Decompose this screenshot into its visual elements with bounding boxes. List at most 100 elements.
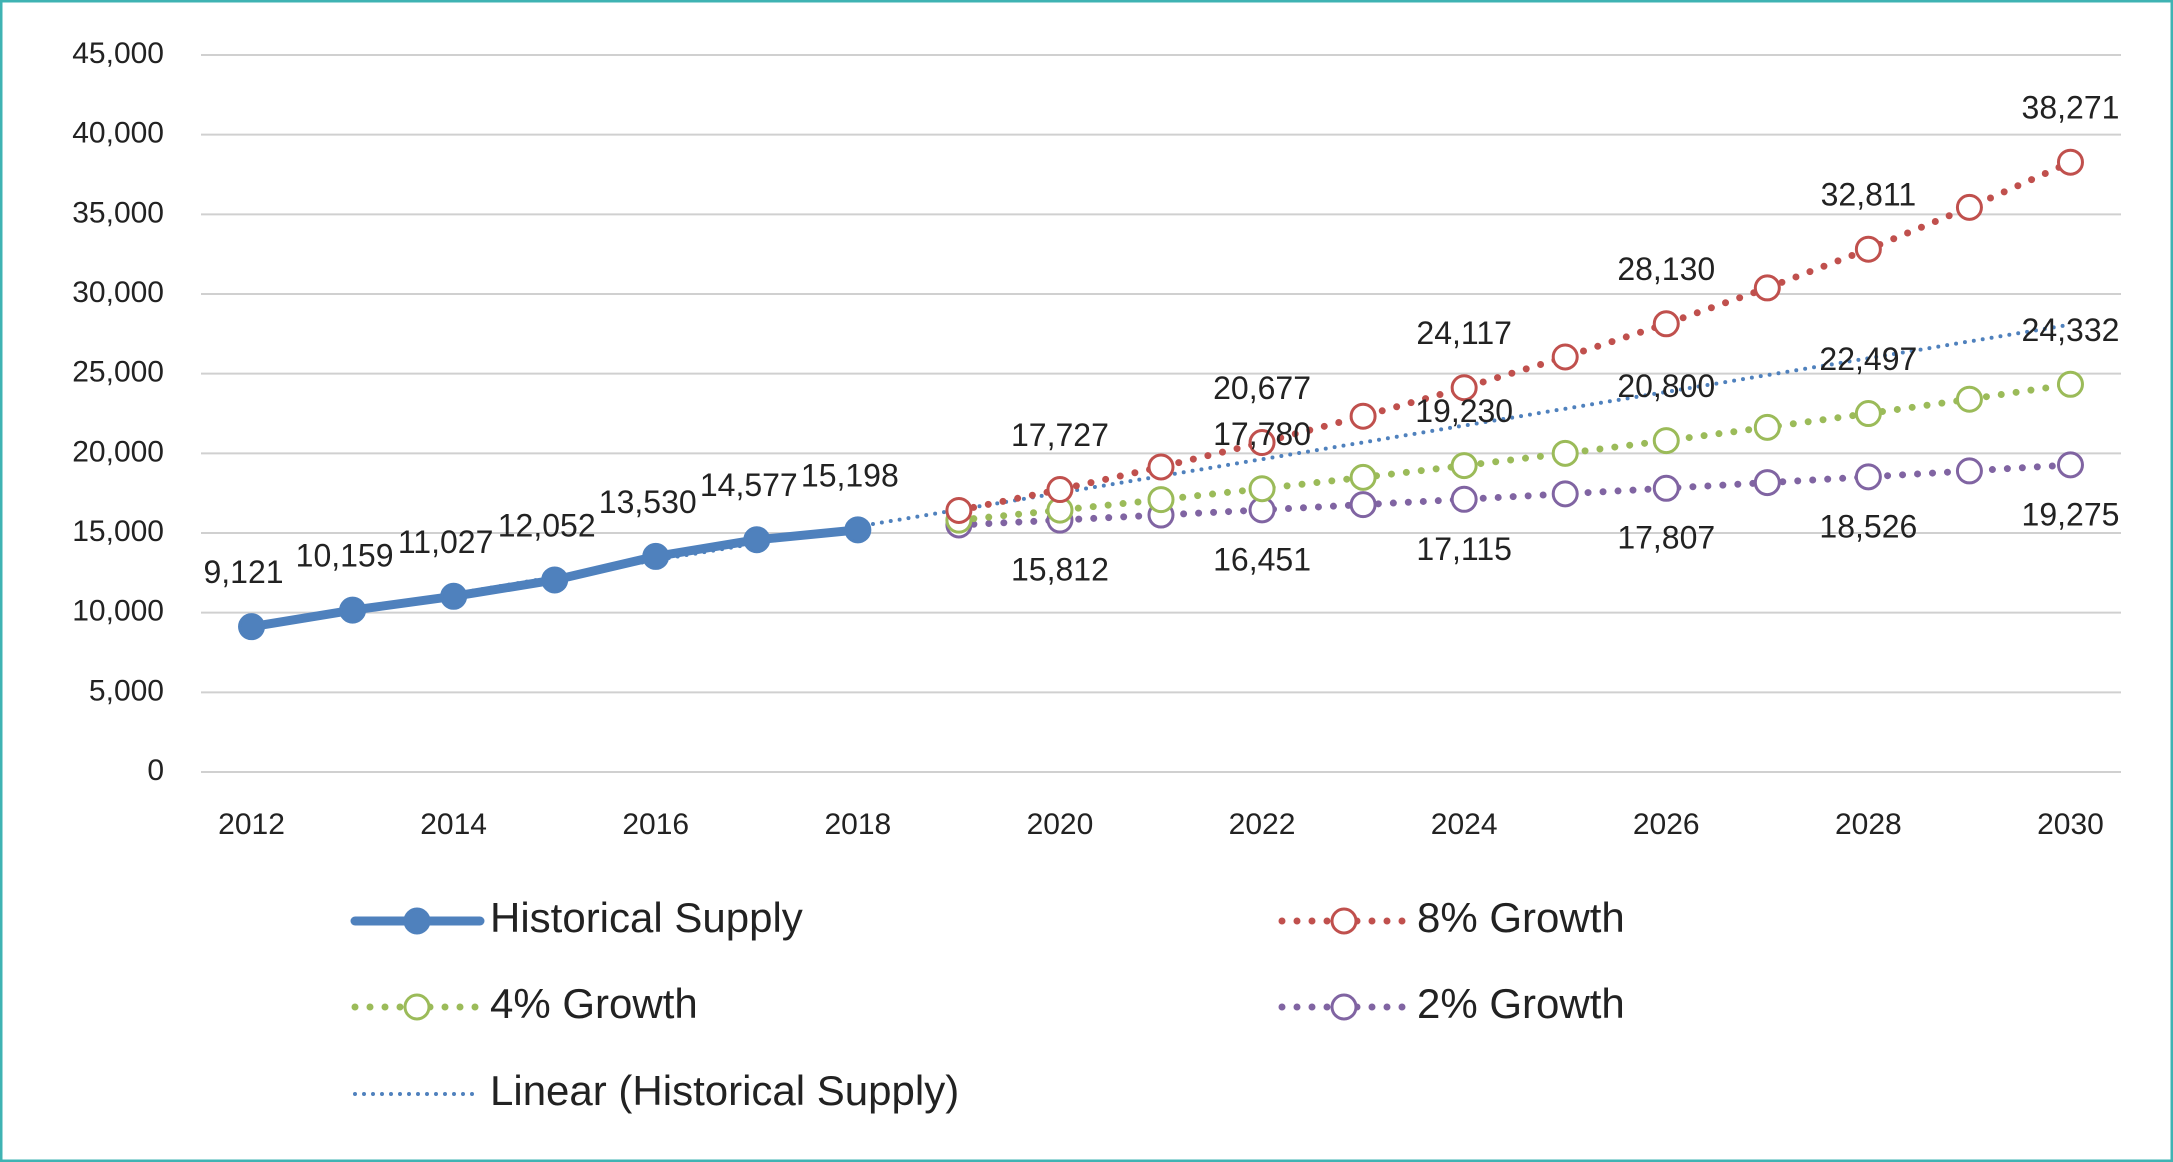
x-tick-label: 2028 [1835,808,1902,841]
legend-item: Linear (Historical Supply) [353,1067,959,1114]
data-point [1046,476,1074,504]
data-point [1652,427,1680,455]
x-tick-label: 2016 [622,808,689,841]
legend-label: 2% Growth [1417,980,1625,1027]
y-tick-label: 25,000 [72,356,164,389]
x-tick-label: 2026 [1633,808,1700,841]
data-label: 20,800 [1617,368,1715,404]
data-point [1955,457,1983,485]
data-point [1955,385,1983,413]
data-point [1652,310,1680,338]
data-label: 11,027 [398,524,494,560]
data-label: 17,780 [1213,416,1311,452]
data-label: 10,159 [296,538,394,574]
y-tick-label: 45,000 [72,37,164,70]
data-label: 19,230 [1415,393,1513,429]
data-label: 15,198 [801,457,899,493]
y-tick-label: 10,000 [72,595,164,628]
data-point [440,582,468,610]
data-point [844,516,872,544]
data-point [1955,193,1983,221]
x-tick-label: 2024 [1431,808,1498,841]
data-label: 38,271 [2022,90,2120,126]
data-point [1147,453,1175,481]
x-tick-label: 2022 [1229,808,1296,841]
y-tick-label: 35,000 [72,196,164,229]
data-point [1753,274,1781,302]
legend-marker [403,907,431,935]
x-tick-label: 2020 [1027,808,1094,841]
data-point [1147,486,1175,514]
data-label: 17,115 [1416,531,1512,567]
data-point [238,613,266,641]
legend-label: 8% Growth [1417,894,1625,941]
data-label: 17,727 [1011,417,1109,453]
data-point [743,526,771,554]
data-point [1551,343,1579,371]
data-point [541,566,569,594]
data-point [945,496,973,524]
legend-marker [1330,907,1358,935]
data-point [2056,148,2084,176]
data-label: 15,812 [1011,552,1109,588]
legend-item: 8% Growth [1278,894,1625,941]
legend-label: Historical Supply [490,894,803,941]
data-label: 20,677 [1213,370,1311,406]
data-point [642,542,670,570]
data-label: 9,121 [203,554,283,590]
data-point [339,596,367,624]
data-point [1450,374,1478,402]
data-label: 14,577 [700,467,798,503]
data-point [2056,370,2084,398]
series-line [955,461,2074,529]
data-label: 24,332 [2022,312,2120,348]
y-tick-label: 20,000 [72,435,164,468]
data-point [1753,413,1781,441]
legend-item: Historical Supply [350,894,803,941]
data-point [1349,402,1377,430]
data-point [1349,463,1377,491]
y-tick-label: 40,000 [72,117,164,150]
data-point [1450,452,1478,480]
legend-marker [403,993,431,1021]
x-tick-label: 2012 [218,808,285,841]
series-line [955,158,2074,514]
data-label: 16,451 [1213,541,1311,577]
data-point [1652,474,1680,502]
data-label: 19,275 [2022,496,2120,532]
legend-marker [1330,993,1358,1021]
data-point [1248,475,1276,503]
y-tick-label: 30,000 [72,276,164,309]
data-label: 13,530 [599,484,697,520]
data-point [2056,451,2084,479]
data-label: 22,497 [1819,341,1917,377]
x-tick-label: 2030 [2037,808,2104,841]
series-line [955,380,2074,524]
data-point [1551,480,1579,508]
data-point [1551,439,1579,467]
data-point [1450,485,1478,513]
data-point [1349,491,1377,519]
data-label: 18,526 [1819,508,1917,544]
x-tick-label: 2018 [824,808,891,841]
y-tick-label: 0 [147,754,164,787]
data-label: 24,117 [1416,315,1512,351]
data-point [1854,235,1882,263]
data-label: 28,130 [1617,251,1715,287]
legend-label: Linear (Historical Supply) [490,1067,959,1114]
data-point [1854,463,1882,491]
data-point [1753,469,1781,497]
legend-item: 2% Growth [1278,980,1625,1027]
legend-label: 4% Growth [490,980,698,1027]
y-tick-label: 15,000 [72,515,164,548]
x-tick-label: 2014 [420,808,487,841]
data-label: 32,811 [1821,177,1917,213]
data-label: 17,807 [1617,520,1715,556]
data-point [1854,400,1882,428]
data-point [1248,429,1276,457]
data-label: 12,052 [498,507,596,543]
y-tick-label: 5,000 [89,674,164,707]
legend-item: 4% Growth [351,980,698,1027]
